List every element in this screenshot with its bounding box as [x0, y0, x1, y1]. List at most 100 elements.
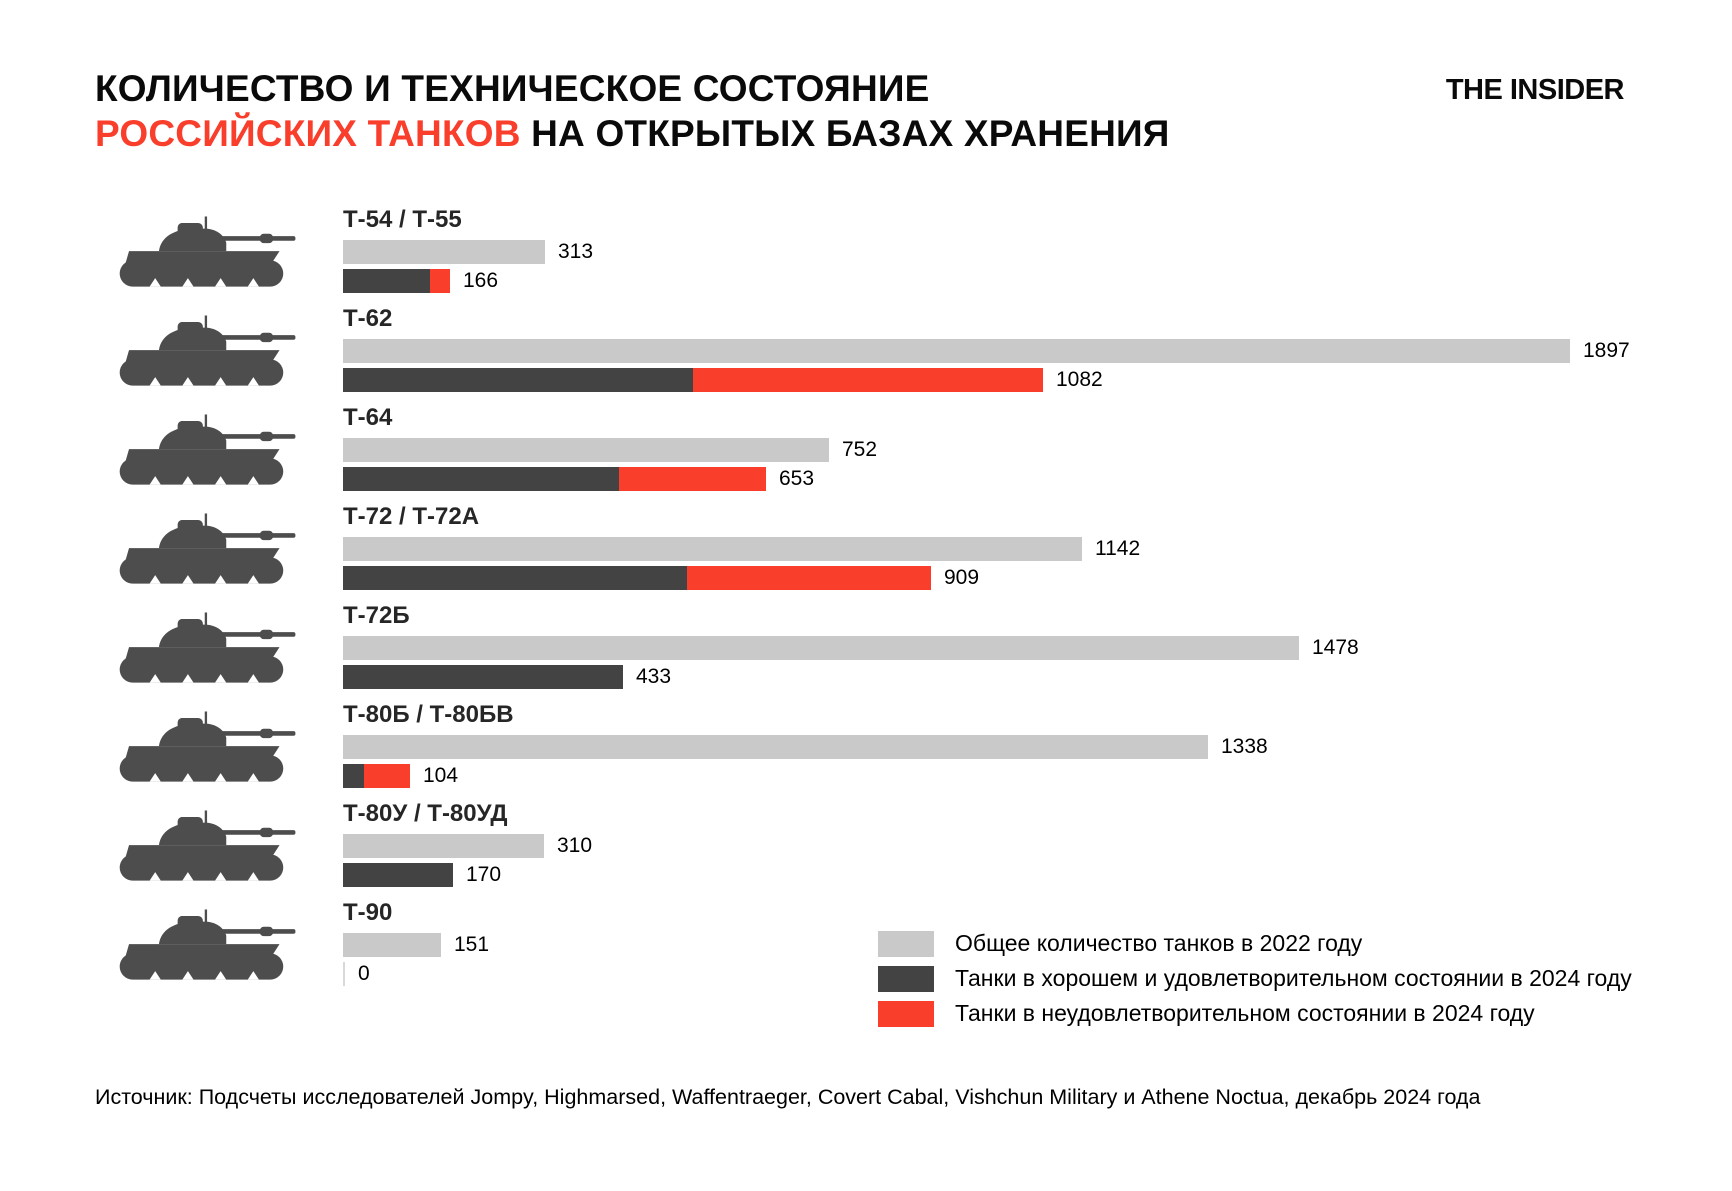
total-2022-value: 310 [557, 834, 593, 857]
condition-2024-bar-line: 170 [343, 863, 592, 887]
total-2022-bar [343, 636, 1299, 660]
total-2022-bar-line: 151 [343, 933, 489, 957]
total-2022-value: 1338 [1221, 735, 1268, 758]
tank-name-label: Т-80У / Т-80УД [343, 800, 508, 827]
tank-icon [95, 902, 343, 988]
condition-2024-bar-line: 433 [343, 665, 1359, 689]
tank-silhouette-icon [119, 612, 296, 683]
legend-item-total-2022: Общее количество танков в 2022 году [878, 930, 1632, 957]
total-2022-bar-line: 752 [343, 438, 877, 462]
tank-row: Т-54 / Т-55 313 166 [95, 206, 1630, 298]
total-2022-value: 752 [842, 438, 878, 461]
tank-icon [95, 704, 343, 790]
title-line-1: КОЛИЧЕСТВО И ТЕХНИЧЕСКОЕ СОСТОЯНИЕ [95, 68, 930, 109]
tank-row: Т-90 151 0 [95, 899, 1630, 991]
total-2024-value: 1082 [1056, 368, 1103, 391]
condition-2024-bar-line: 0 [343, 962, 489, 986]
tank-row: Т-80У / Т-80УД 310 170 [95, 800, 1630, 892]
legend-swatch-total-2022 [878, 930, 934, 957]
tank-name-label: Т-80Б / Т-80БВ [343, 701, 514, 728]
tank-icon [95, 209, 343, 295]
tank-row: Т-72Б 1478 433 [95, 602, 1630, 694]
legend-item-good-2024: Танки в хорошем и удовлетворительном сос… [878, 965, 1632, 992]
total-2024-value: 0 [358, 962, 370, 985]
chart-legend: Общее количество танков в 2022 году Танк… [878, 930, 1632, 1035]
tank-silhouette-icon [119, 513, 296, 584]
tank-silhouette-icon [119, 909, 296, 980]
good-condition-2024-segment [343, 665, 623, 689]
condition-2024-bar-line: 104 [343, 764, 1268, 788]
tank-silhouette-icon [119, 711, 296, 782]
total-2022-bar-line: 1142 [343, 537, 1140, 561]
tank-name-label: Т-62 [343, 305, 393, 332]
tank-silhouette-icon [119, 216, 296, 287]
total-2022-value: 1142 [1095, 537, 1141, 560]
total-2024-value: 653 [779, 467, 815, 490]
condition-2024-bar-line: 653 [343, 467, 877, 491]
good-condition-2024-segment [343, 764, 364, 788]
total-2022-bar [343, 735, 1208, 759]
total-2022-bar [343, 933, 441, 957]
tank-bar-chart: Т-54 / Т-55 313 166 [95, 206, 1630, 998]
tank-row: Т-80Б / Т-80БВ 1338 104 [95, 701, 1630, 793]
total-2024-value: 433 [636, 665, 672, 688]
total-2022-bar-line: 1897 [343, 339, 1630, 363]
good-condition-2024-segment [343, 863, 453, 887]
total-2022-bar-line: 1338 [343, 735, 1268, 759]
tank-name-label: Т-90 [343, 899, 393, 926]
bad-condition-2024-segment [430, 269, 450, 293]
tank-row: Т-62 1897 1082 [95, 305, 1630, 397]
total-2022-value: 1897 [1583, 339, 1630, 362]
total-2022-bar [343, 339, 1570, 363]
title-black-part: НА ОТКРЫТЫХ БАЗАХ ХРАНЕНИЯ [520, 113, 1170, 155]
tank-icon [95, 605, 343, 691]
tank-row: Т-72 / Т-72А 1142 909 [95, 503, 1630, 595]
tank-name-label: Т-72 / Т-72А [343, 503, 480, 530]
bad-condition-2024-segment [619, 467, 766, 491]
total-2022-bar [343, 537, 1082, 561]
total-2022-bar [343, 834, 544, 858]
legend-swatch-good-2024 [878, 965, 934, 992]
legend-swatch-bad-2024 [878, 1000, 934, 1027]
bad-condition-2024-segment [693, 368, 1043, 392]
condition-2024-bar-line: 166 [343, 269, 593, 293]
tank-icon [95, 506, 343, 592]
tank-icon [95, 407, 343, 493]
the-insider-logo: THE INSIDER [1445, 74, 1625, 106]
total-2024-value: 104 [423, 764, 459, 787]
total-2022-value: 151 [454, 933, 490, 956]
tank-silhouette-icon [119, 414, 296, 485]
total-2024-value: 170 [466, 863, 502, 886]
page-title: КОЛИЧЕСТВО И ТЕХНИЧЕСКОЕ СОСТОЯНИЕ РОССИ… [95, 66, 1170, 156]
legend-label-bad-2024: Танки в неудовлетворительном состоянии в… [955, 1000, 1535, 1026]
condition-2024-bar-line: 909 [343, 566, 1140, 590]
total-2024-value: 909 [944, 566, 980, 589]
bad-condition-2024-segment [687, 566, 931, 590]
total-2022-bar-line: 1478 [343, 636, 1359, 660]
title-red-part: РОССИЙСКИХ ТАНКОВ [95, 113, 521, 155]
total-2022-bar [343, 240, 545, 264]
tank-icon [95, 803, 343, 889]
tank-name-label: Т-64 [343, 404, 393, 431]
total-2022-value: 313 [558, 240, 594, 263]
legend-item-bad-2024: Танки в неудовлетворительном состоянии в… [878, 1000, 1632, 1027]
tank-row: Т-64 752 653 [95, 404, 1630, 496]
good-condition-2024-segment [343, 368, 693, 392]
tank-silhouette-icon [119, 315, 296, 386]
tank-icon [95, 308, 343, 394]
total-2022-bar-line: 313 [343, 240, 593, 264]
tank-name-label: Т-54 / Т-55 [343, 206, 462, 233]
title-line-2: РОССИЙСКИХ ТАНКОВ НА ОТКРЫТЫХ БАЗАХ ХРАН… [95, 111, 1170, 156]
total-2024-value: 166 [463, 269, 499, 292]
good-condition-2024-segment [343, 962, 345, 986]
total-2022-bar-line: 310 [343, 834, 592, 858]
source-note: Источник: Подсчеты исследователей Jompy,… [95, 1085, 1481, 1109]
tank-name-label: Т-72Б [343, 602, 410, 629]
total-2022-value: 1478 [1312, 636, 1359, 659]
good-condition-2024-segment [343, 566, 687, 590]
legend-label-good-2024: Танки в хорошем и удовлетворительном сос… [955, 965, 1632, 991]
good-condition-2024-segment [343, 269, 430, 293]
bad-condition-2024-segment [364, 764, 410, 788]
tank-silhouette-icon [119, 810, 296, 881]
